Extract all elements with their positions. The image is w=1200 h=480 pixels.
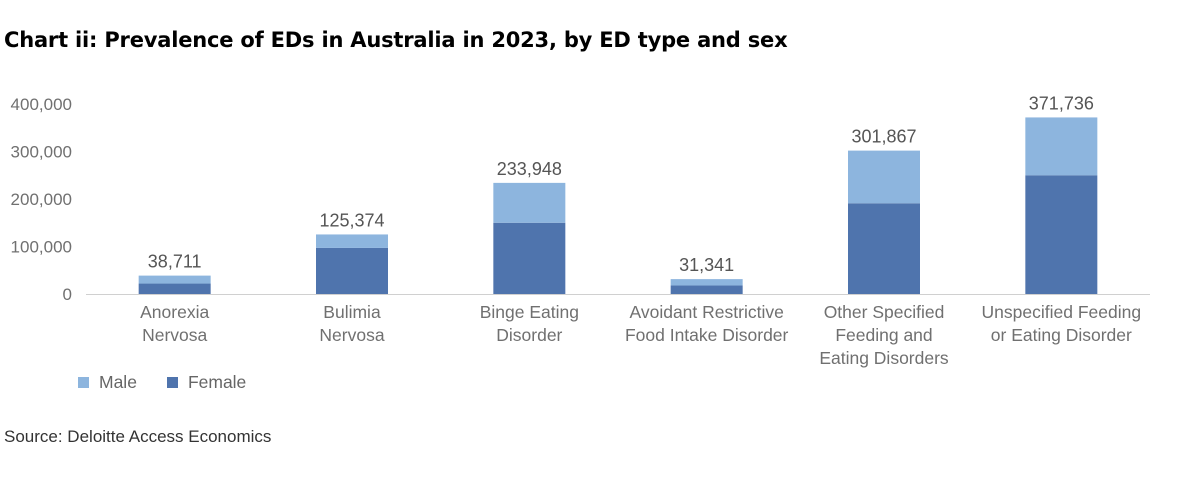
- x-tick-label-line: Binge Eating: [480, 302, 579, 322]
- bar-male: [848, 150, 920, 204]
- y-tick-label: 200,000: [11, 190, 72, 209]
- legend-swatch-male: [78, 377, 89, 388]
- x-tick-label-line: Nervosa: [319, 325, 384, 345]
- x-tick-label-line: Food Intake Disorder: [625, 325, 789, 345]
- bar-female: [138, 283, 211, 294]
- x-tick-label: Unspecified Feeding or Eating Disorder: [982, 302, 1142, 345]
- x-tick-label-line: Disorder: [496, 325, 562, 345]
- legend: Male Female: [78, 372, 246, 393]
- x-tick-label: Bulimia Nervosa: [319, 302, 384, 345]
- x-tick-label-line: Anorexia: [140, 302, 209, 322]
- data-label: 125,374: [319, 210, 384, 230]
- data-label: 31,341: [679, 255, 734, 275]
- y-tick-label: 0: [63, 285, 72, 304]
- y-tick-label: 100,000: [11, 238, 72, 257]
- bar-male: [138, 275, 211, 284]
- chart-title: Chart ii: Prevalence of EDs in Australia…: [4, 28, 788, 52]
- bar-male: [1025, 117, 1098, 176]
- x-tick-label: Other Specified Feeding and Eating Disorde…: [819, 302, 949, 368]
- x-tick-label-line: Other Specified: [824, 302, 945, 322]
- data-label: 371,736: [1029, 93, 1094, 113]
- legend-swatch-female: [166, 377, 178, 388]
- x-tick-label-line: Unspecified Feeding: [982, 302, 1142, 322]
- bar-female: [670, 285, 743, 294]
- x-tick-label: Anorexia Nervosa: [140, 302, 209, 345]
- bar-female: [1025, 175, 1098, 294]
- x-tick-label-line: Eating Disorders: [819, 348, 949, 368]
- legend-label-female: Female: [187, 372, 247, 392]
- legend-label-male: Male: [99, 372, 137, 392]
- x-tick-label-line: Feeding and: [835, 325, 932, 345]
- x-tick-label: Binge Eating Disorder: [480, 302, 579, 345]
- x-tick-label-line: Nervosa: [142, 325, 207, 345]
- bar-male: [493, 182, 566, 223]
- data-label: 38,711: [148, 252, 202, 272]
- legend-item-female: Female: [166, 372, 247, 393]
- bar-female: [493, 222, 566, 294]
- source-note: Source: Deloitte Access Economics: [4, 427, 272, 446]
- x-tick-label-line: Avoidant Restrictive: [629, 302, 783, 322]
- x-tick-label-line: Bulimia: [323, 302, 381, 322]
- bar-female: [848, 203, 920, 294]
- bar-male: [316, 234, 388, 248]
- x-tick-label-line: or Eating Disorder: [991, 325, 1132, 345]
- legend-item-male: Male: [78, 372, 137, 393]
- y-tick-label: 300,000: [11, 143, 72, 162]
- data-label: 233,948: [497, 159, 562, 179]
- y-tick-label: 400,000: [11, 95, 72, 114]
- bar-female: [316, 247, 388, 294]
- bar-male: [670, 279, 743, 286]
- x-tick-label: Avoidant Restrictive Food Intake Disorder: [625, 302, 789, 345]
- data-label: 301,867: [851, 127, 916, 147]
